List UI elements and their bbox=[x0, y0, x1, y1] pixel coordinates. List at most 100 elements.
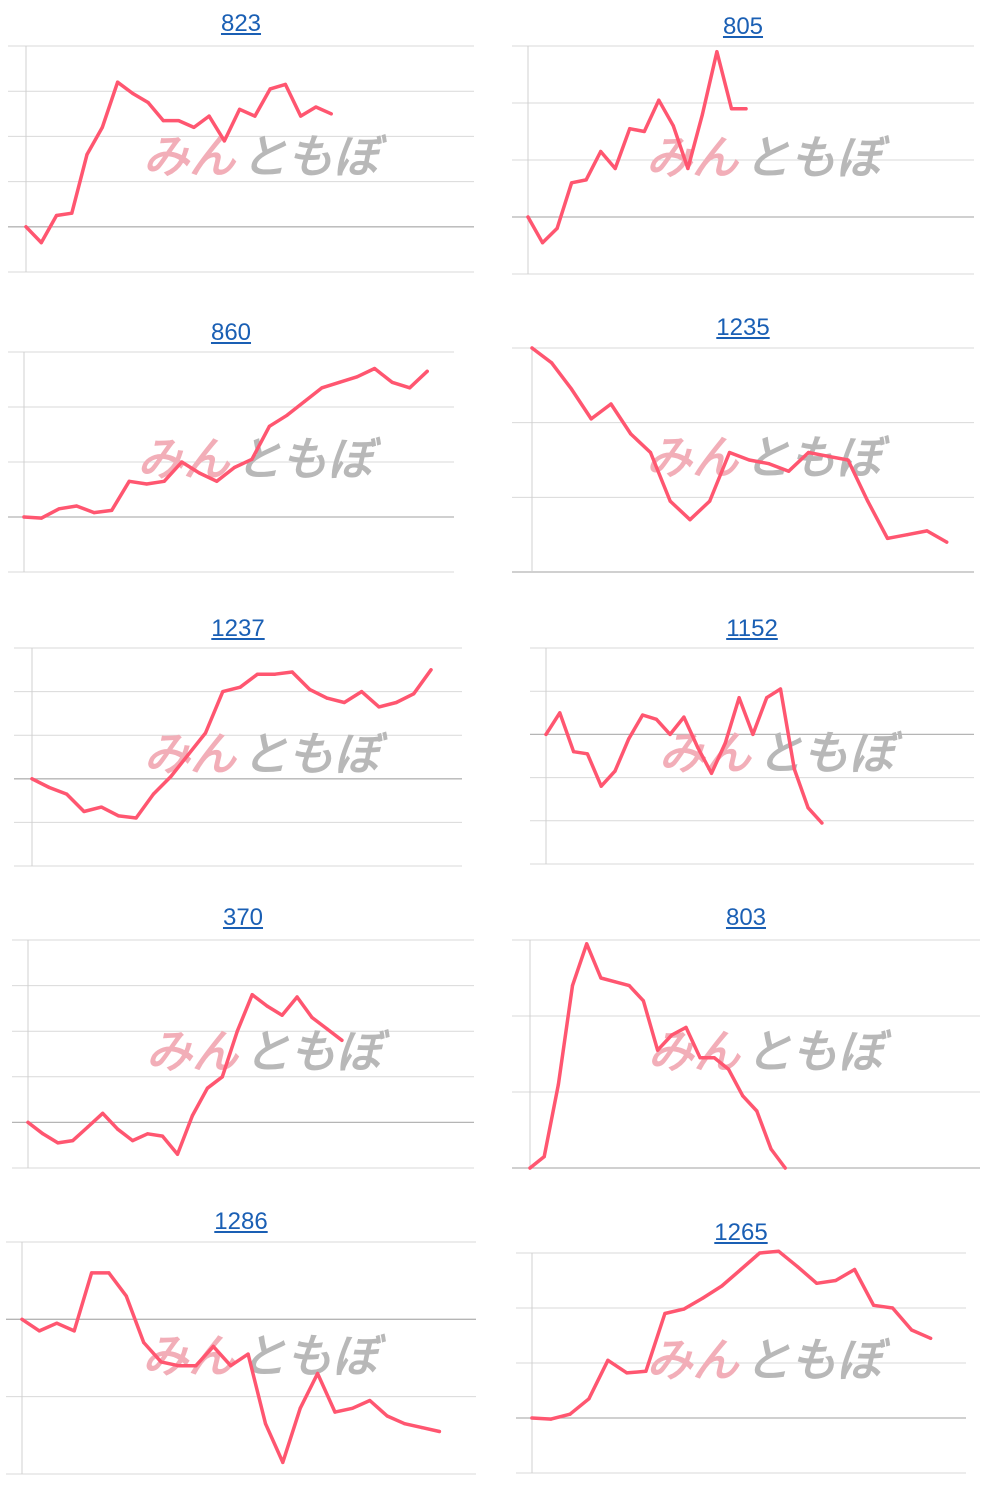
data-point bbox=[229, 1364, 233, 1368]
data-point bbox=[744, 107, 748, 111]
data-point bbox=[75, 504, 79, 508]
data-point bbox=[613, 166, 617, 171]
data-point bbox=[584, 178, 588, 182]
data-point bbox=[726, 1067, 731, 1071]
watermark-logo: みん ともぼ bbox=[648, 1025, 892, 1079]
data-point bbox=[85, 152, 89, 157]
watermark-logo: みん ともぼ bbox=[646, 131, 890, 185]
data-point bbox=[235, 1029, 239, 1033]
data-point bbox=[82, 809, 86, 814]
data-point bbox=[263, 1422, 268, 1426]
data-point bbox=[751, 732, 755, 736]
chart-title-link[interactable]: 803 bbox=[725, 904, 767, 931]
data-point bbox=[905, 533, 909, 537]
data-point bbox=[90, 1271, 94, 1275]
data-point bbox=[238, 107, 242, 111]
data-point bbox=[846, 458, 850, 462]
watermark-logo: みん ともぼ bbox=[146, 1025, 390, 1079]
data-point bbox=[65, 792, 69, 796]
data-point bbox=[403, 1422, 407, 1426]
series-line bbox=[22, 366, 429, 520]
data-point bbox=[190, 1114, 194, 1118]
data-point bbox=[302, 399, 307, 404]
chart-title-link[interactable]: 1152 bbox=[726, 615, 778, 642]
data-point bbox=[530, 1416, 534, 1420]
data-point bbox=[709, 771, 714, 775]
data-point bbox=[333, 1410, 337, 1414]
line-chart: みん ともぼ bbox=[8, 45, 474, 273]
data-point bbox=[701, 1296, 705, 1300]
line-chart: みん ともぼ bbox=[6, 1241, 476, 1475]
data-point bbox=[205, 1086, 209, 1090]
watermark-logo: みん ともぼ bbox=[143, 130, 387, 184]
data-point bbox=[285, 413, 289, 417]
data-point bbox=[885, 536, 890, 540]
data-point bbox=[99, 805, 103, 809]
data-point bbox=[891, 1306, 895, 1310]
data-point bbox=[528, 1166, 532, 1170]
data-point bbox=[769, 1147, 773, 1151]
line-chart: みん ともぼ bbox=[530, 647, 974, 865]
data-point bbox=[698, 1056, 702, 1060]
data-point bbox=[627, 737, 631, 741]
chart-title-link[interactable]: 823 bbox=[220, 10, 262, 37]
data-point bbox=[945, 540, 949, 544]
chart-title-link[interactable]: 1235 bbox=[716, 314, 770, 341]
chart-title-link[interactable]: 1237 bbox=[211, 615, 265, 642]
data-point bbox=[526, 215, 530, 219]
data-point bbox=[203, 731, 208, 735]
data-point bbox=[429, 668, 433, 672]
data-point bbox=[606, 1358, 610, 1362]
data-point bbox=[360, 690, 364, 694]
chart-title-link[interactable]: 860 bbox=[210, 319, 252, 346]
data-point bbox=[696, 745, 700, 749]
data-point bbox=[316, 1371, 320, 1376]
line-chart: みん ともぼ bbox=[14, 647, 462, 867]
data-point bbox=[654, 717, 658, 721]
data-point bbox=[544, 732, 548, 736]
data-point bbox=[41, 1132, 45, 1136]
chart-title-link[interactable]: 370 bbox=[222, 904, 264, 931]
data-point bbox=[834, 1278, 838, 1283]
data-point bbox=[222, 139, 226, 143]
data-point bbox=[211, 1344, 215, 1348]
data-point bbox=[558, 711, 562, 715]
data-point bbox=[820, 821, 824, 825]
data-point bbox=[412, 692, 416, 696]
data-point bbox=[146, 100, 150, 105]
data-point bbox=[117, 814, 121, 818]
data-point bbox=[668, 499, 672, 503]
data-point bbox=[30, 777, 34, 781]
data-point bbox=[737, 696, 741, 700]
data-point bbox=[314, 105, 318, 109]
data-point bbox=[71, 1139, 75, 1143]
line-chart: みん ともぼ bbox=[12, 939, 474, 1169]
data-point bbox=[255, 672, 260, 676]
data-point bbox=[747, 458, 751, 462]
series-line bbox=[530, 1249, 933, 1421]
data-point bbox=[549, 1417, 553, 1421]
data-point bbox=[197, 471, 201, 475]
data-point bbox=[310, 1015, 314, 1020]
data-point bbox=[22, 515, 26, 519]
data-point bbox=[585, 942, 589, 946]
chart-title-link[interactable]: 1286 bbox=[214, 1208, 268, 1235]
data-point bbox=[177, 119, 181, 123]
data-point bbox=[385, 1414, 389, 1418]
data-point bbox=[556, 1082, 560, 1086]
data-point bbox=[437, 1429, 441, 1434]
data-point bbox=[47, 785, 51, 790]
data-point bbox=[26, 1120, 30, 1124]
data-point bbox=[806, 806, 810, 810]
data-point bbox=[169, 775, 173, 779]
data-point bbox=[910, 1328, 914, 1332]
chart-title-link[interactable]: 805 bbox=[722, 13, 764, 40]
data-point bbox=[589, 417, 593, 421]
watermark-logo: みん ともぼ bbox=[659, 726, 903, 780]
data-point bbox=[609, 402, 613, 406]
data-point bbox=[530, 346, 534, 350]
chart-title-link[interactable]: 1265 bbox=[714, 1219, 768, 1246]
data-point bbox=[572, 750, 576, 754]
data-point bbox=[100, 125, 104, 129]
data-point bbox=[777, 1249, 781, 1253]
